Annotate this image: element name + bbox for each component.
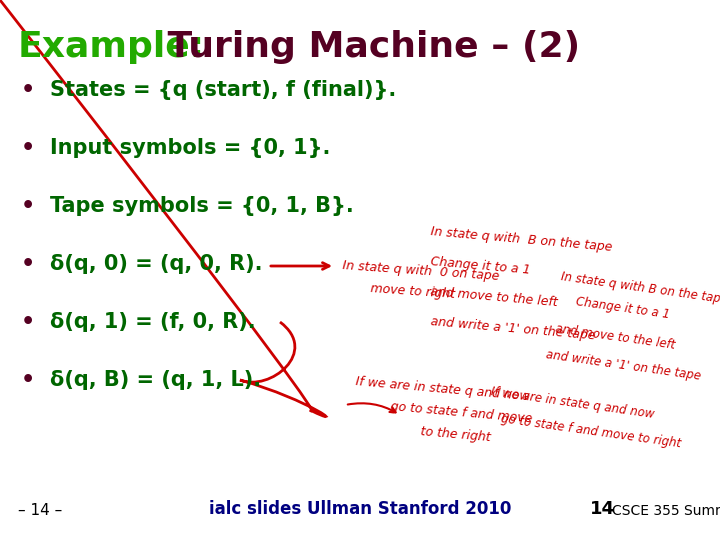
- Text: •: •: [21, 254, 35, 274]
- Text: to the right: to the right: [420, 425, 491, 444]
- Text: Tape symbols = {0, 1, B}.: Tape symbols = {0, 1, B}.: [50, 196, 354, 216]
- Text: In state q with  B on the tape: In state q with B on the tape: [430, 225, 613, 254]
- Text: •: •: [21, 196, 35, 216]
- Text: – 14 –: – 14 –: [18, 503, 62, 518]
- Text: go to state f and move to right: go to state f and move to right: [500, 412, 682, 450]
- Text: States = {q (start), f (final)}.: States = {q (start), f (final)}.: [50, 80, 396, 100]
- Text: and move to the left: and move to the left: [555, 322, 676, 352]
- Text: •: •: [21, 138, 35, 158]
- Text: δ(q, B) = (q, 1, L).: δ(q, B) = (q, 1, L).: [50, 370, 261, 390]
- Text: •: •: [21, 80, 35, 100]
- Text: If we are in state q and now: If we are in state q and now: [355, 375, 530, 403]
- Text: and write a '1' on the tape: and write a '1' on the tape: [430, 315, 596, 342]
- Text: In state q with  0 on tape: In state q with 0 on tape: [342, 259, 500, 283]
- Text: In state q with B on the tape: In state q with B on the tape: [560, 270, 720, 306]
- Text: Change it to a 1: Change it to a 1: [430, 255, 531, 276]
- Text: δ(q, 1) = (f, 0, R).: δ(q, 1) = (f, 0, R).: [50, 312, 256, 332]
- Text: Turing Machine – (2): Turing Machine – (2): [155, 30, 580, 64]
- Text: and move to the left: and move to the left: [430, 285, 559, 309]
- Text: ialc slides Ullman Stanford 2010: ialc slides Ullman Stanford 2010: [209, 500, 511, 518]
- Text: CSCE 355 Summer 2015: CSCE 355 Summer 2015: [612, 504, 720, 518]
- Text: δ(q, 0) = (q, 0, R).: δ(q, 0) = (q, 0, R).: [50, 254, 263, 274]
- Text: Change it to a 1: Change it to a 1: [575, 295, 670, 321]
- Text: •: •: [21, 312, 35, 332]
- Text: Example:: Example:: [18, 30, 205, 64]
- Text: If we are in state q and now: If we are in state q and now: [490, 385, 655, 421]
- Text: 14: 14: [590, 500, 615, 518]
- Text: •: •: [21, 370, 35, 390]
- Text: Input symbols = {0, 1}.: Input symbols = {0, 1}.: [50, 138, 330, 158]
- Text: go to state f and move: go to state f and move: [390, 400, 533, 426]
- Text: and write a '1' on the tape: and write a '1' on the tape: [545, 348, 702, 383]
- Text: move to right: move to right: [370, 282, 455, 301]
